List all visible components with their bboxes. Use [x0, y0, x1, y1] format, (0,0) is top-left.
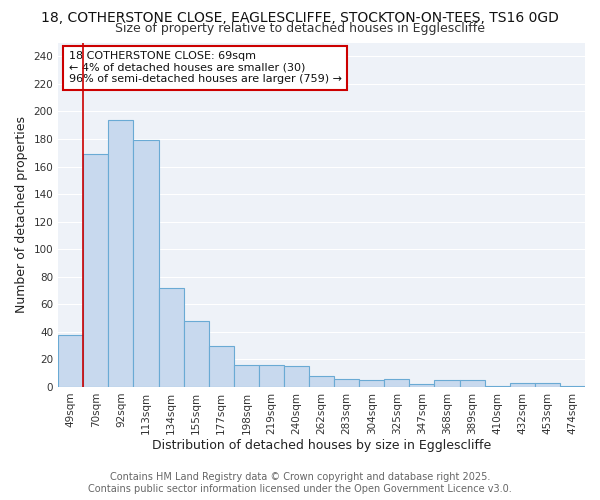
Text: 18, COTHERSTONE CLOSE, EAGLESCLIFFE, STOCKTON-ON-TEES, TS16 0GD: 18, COTHERSTONE CLOSE, EAGLESCLIFFE, STO…	[41, 11, 559, 25]
Bar	[309, 376, 334, 387]
Bar	[409, 384, 434, 387]
Bar	[560, 386, 585, 387]
Text: Size of property relative to detached houses in Egglescliffe: Size of property relative to detached ho…	[115, 22, 485, 35]
Text: 18 COTHERSTONE CLOSE: 69sqm
← 4% of detached houses are smaller (30)
96% of semi: 18 COTHERSTONE CLOSE: 69sqm ← 4% of deta…	[69, 51, 342, 84]
Bar	[284, 366, 309, 387]
Bar	[535, 383, 560, 387]
Bar	[58, 334, 83, 387]
X-axis label: Distribution of detached houses by size in Egglescliffe: Distribution of detached houses by size …	[152, 440, 491, 452]
Bar	[133, 140, 158, 387]
Bar	[83, 154, 109, 387]
Bar	[158, 288, 184, 387]
Bar	[359, 380, 385, 387]
Bar	[460, 380, 485, 387]
Text: Contains HM Land Registry data © Crown copyright and database right 2025.
Contai: Contains HM Land Registry data © Crown c…	[88, 472, 512, 494]
Bar	[434, 380, 460, 387]
Bar	[385, 378, 409, 387]
Y-axis label: Number of detached properties: Number of detached properties	[15, 116, 28, 313]
Bar	[184, 321, 209, 387]
Bar	[510, 383, 535, 387]
Bar	[259, 365, 284, 387]
Bar	[485, 386, 510, 387]
Bar	[234, 365, 259, 387]
Bar	[209, 346, 234, 387]
Bar	[334, 378, 359, 387]
Bar	[109, 120, 133, 387]
